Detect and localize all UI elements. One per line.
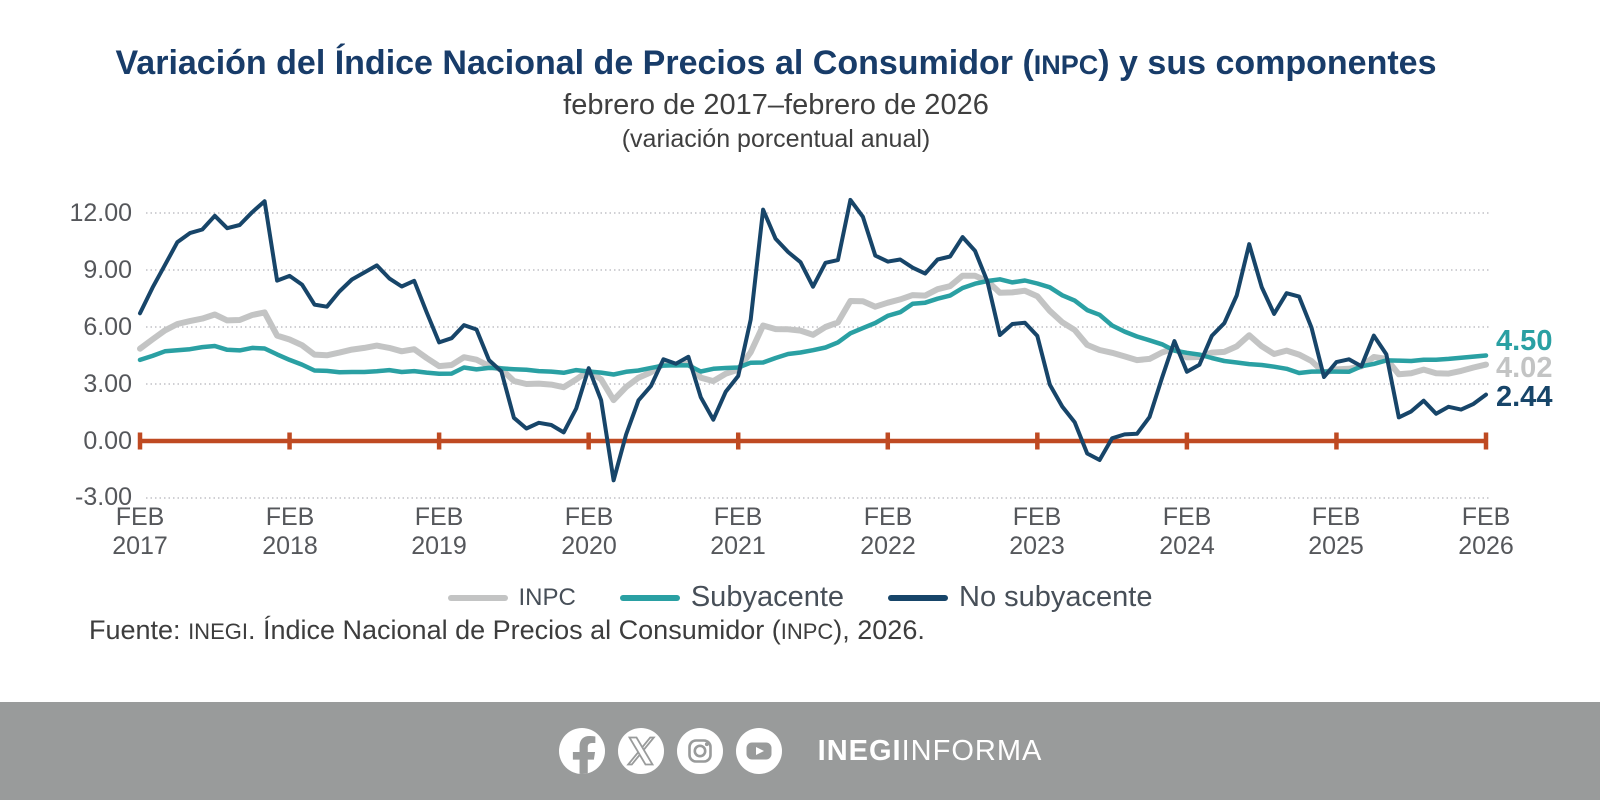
y-axis-label: 6.00 (83, 313, 132, 341)
x-axis-label: FEB 2019 (379, 503, 499, 561)
source-inpc-acronym: INPC (780, 619, 834, 644)
subtitle-date-range: febrero de 2017–febrero de 2026 (563, 89, 989, 121)
x-label-year: 2019 (411, 532, 467, 560)
x-label-month: FEB (1012, 503, 1062, 531)
source-text: Fuente: (89, 615, 189, 645)
x-label-year: 2022 (860, 532, 916, 560)
title-text-2: ) y sus componentes (1098, 44, 1437, 82)
brand-inegi: INEGI (817, 734, 902, 767)
x-label-year: 2024 (1159, 532, 1215, 560)
x-label-year: 2025 (1308, 532, 1364, 560)
legend-item-no-subyacente: No subyacente (888, 581, 1152, 614)
end-label-inpc: 4.02 (1496, 351, 1553, 384)
inpc-line-swatch (447, 594, 508, 601)
header: Variación del Índice Nacional de Precios… (0, 44, 1552, 153)
inegi-informa-brand: INEGIINFORMA (818, 735, 1043, 768)
source-text-3: ), 2026. (833, 615, 925, 645)
x-label-year: 2017 (112, 532, 168, 560)
y-axis-label: 3.00 (83, 370, 132, 398)
brand-informa: INFORMA (901, 734, 1043, 767)
legend-label-inpc: INPC (518, 583, 576, 611)
no-subyacente-line-swatch (888, 594, 949, 601)
x-axis-label: FEB 2025 (1276, 503, 1396, 561)
instagram-icon[interactable] (676, 727, 724, 775)
x-axis-label: FEB 2023 (977, 503, 1097, 561)
facebook-icon[interactable] (558, 727, 606, 775)
legend-label-subyacente: Subyacente (690, 581, 845, 613)
legend-item-subyacente: Subyacente (619, 581, 845, 614)
x-label-year: 2026 (1458, 532, 1514, 560)
x-axis-label: FEB 2021 (678, 503, 798, 561)
x-label-month: FEB (713, 503, 763, 531)
x-icon[interactable] (617, 727, 665, 775)
x-label-month: FEB (1311, 503, 1361, 531)
source-text-2: . Índice Nacional de Precios al Consumid… (247, 615, 781, 645)
x-label-year: 2018 (262, 532, 318, 560)
legend-item-inpc: INPC (447, 583, 576, 612)
end-label-no-subyacente: 2.44 (1496, 380, 1553, 413)
x-axis-label: FEB 2022 (828, 503, 948, 561)
end-label-subyacente: 4.50 (1496, 324, 1553, 357)
x-label-year: 2021 (710, 532, 766, 560)
title-text: Variación del Índice Nacional de Precios… (115, 44, 1034, 82)
source-inegi-acronym: INEGI (188, 619, 248, 644)
x-label-month: FEB (1162, 503, 1212, 531)
x-axis-label: FEB 2017 (80, 503, 200, 561)
title-acronym: INPC (1033, 50, 1099, 80)
x-axis-label: FEB 2026 (1426, 503, 1546, 561)
y-axis-label: 0.00 (83, 427, 132, 455)
page-title: Variación del Índice Nacional de Precios… (0, 44, 1552, 84)
subyacente-line-swatch (619, 594, 680, 601)
source-note: Fuente: INEGI. Índice Nacional de Precio… (89, 615, 925, 646)
footer-bar: INEGIINFORMA (0, 702, 1600, 800)
x-label-year: 2023 (1009, 532, 1065, 560)
youtube-icon[interactable] (735, 727, 783, 775)
y-axis-label: 9.00 (83, 256, 132, 284)
units-note: (variación porcentual anual) (621, 125, 931, 153)
x-label-month: FEB (564, 503, 614, 531)
x-label-month: FEB (265, 503, 315, 531)
legend: INPC Subyacente No subyacente (0, 581, 1600, 614)
x-axis-label: FEB 2020 (529, 503, 649, 561)
legend-label-no-subyacente: No subyacente (959, 581, 1153, 613)
x-axis-label: FEB 2024 (1127, 503, 1247, 561)
x-label-month: FEB (115, 503, 165, 531)
x-label-month: FEB (414, 503, 464, 531)
x-label-month: FEB (1461, 503, 1511, 531)
x-axis-label: FEB 2018 (230, 503, 350, 561)
y-axis-label: 12.00 (69, 199, 132, 227)
y-axis-label: -3.00 (75, 483, 132, 511)
x-label-year: 2020 (561, 532, 617, 560)
x-label-month: FEB (863, 503, 913, 531)
